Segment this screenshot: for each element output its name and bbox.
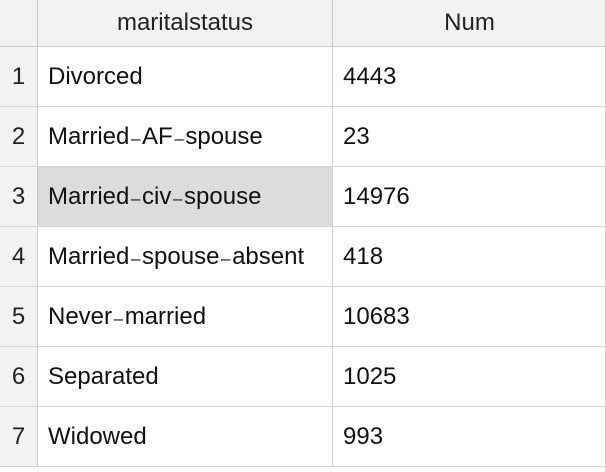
column-header-num[interactable]: Num — [444, 9, 495, 36]
table-row[interactable]: 4 Married₋spouse₋absent 418 — [0, 227, 606, 287]
row-number[interactable]: 4 — [0, 227, 38, 286]
table-row[interactable]: 3 Married₋civ₋spouse 14976 — [0, 167, 606, 227]
table-row[interactable]: 2 Married₋AF₋spouse 23 — [0, 107, 606, 167]
cell-maritalstatus-selected[interactable]: Married₋civ₋spouse — [38, 167, 333, 226]
table-row[interactable]: 5 Never₋married 10683 — [0, 287, 606, 347]
row-number[interactable]: 1 — [0, 47, 38, 106]
header-row: maritalstatus Num — [0, 0, 606, 47]
cell-maritalstatus[interactable]: Separated — [38, 347, 333, 406]
row-number[interactable]: 3 — [0, 167, 38, 226]
row-number[interactable]: 5 — [0, 287, 38, 346]
cell-num[interactable]: 993 — [343, 423, 384, 450]
cell-num[interactable]: 10683 — [343, 303, 410, 330]
cell-maritalstatus[interactable]: Widowed — [38, 407, 333, 466]
cell-maritalstatus[interactable]: Married₋AF₋spouse — [38, 107, 333, 166]
column-header-maritalstatus[interactable]: maritalstatus — [38, 0, 333, 47]
cell-num[interactable]: 418 — [343, 243, 384, 270]
row-number[interactable]: 6 — [0, 347, 38, 406]
row-number[interactable]: 2 — [0, 107, 38, 166]
table-row[interactable]: 1 Divorced 4443 — [0, 47, 606, 107]
table-row[interactable]: 6 Separated 1025 — [0, 347, 606, 407]
cell-maritalstatus[interactable]: Married₋spouse₋absent — [38, 227, 333, 286]
table-row[interactable]: 7 Widowed 993 — [0, 407, 606, 467]
cell-maritalstatus[interactable]: Divorced — [38, 47, 333, 106]
cell-maritalstatus[interactable]: Never₋married — [38, 287, 333, 346]
cell-num[interactable]: 14976 — [343, 183, 410, 210]
cell-num[interactable]: 23 — [343, 123, 370, 150]
cell-num[interactable]: 1025 — [343, 363, 397, 390]
row-number[interactable]: 7 — [0, 407, 38, 466]
cell-num[interactable]: 4443 — [343, 63, 397, 90]
corner-header[interactable] — [0, 0, 38, 47]
